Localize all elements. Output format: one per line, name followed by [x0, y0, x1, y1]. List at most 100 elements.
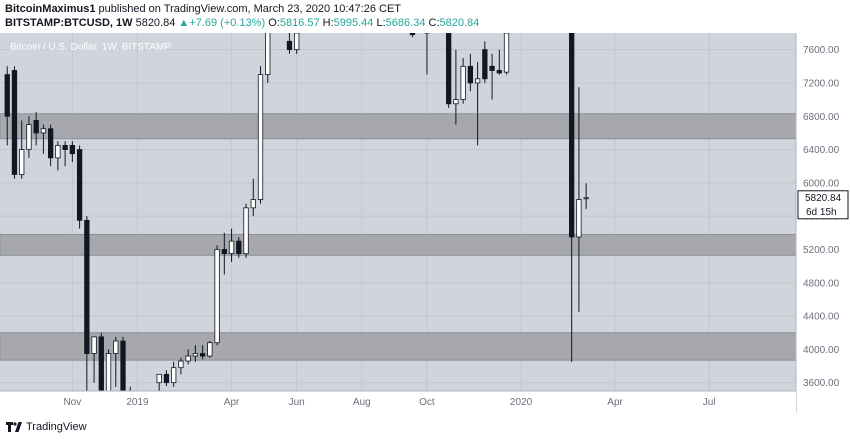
- price-tick-label: 6400.00: [803, 145, 840, 156]
- candle-body-down: [489, 65, 495, 71]
- candle: [489, 53, 495, 100]
- candle-body-up: [257, 74, 264, 200]
- tradingview-logo-icon: [6, 422, 22, 432]
- candle-body-up: [178, 360, 184, 369]
- candle-body-up: [207, 342, 213, 357]
- candle: [40, 124, 47, 154]
- time-axis-background: [0, 391, 796, 413]
- candle-body-down: [482, 49, 488, 80]
- candle-body-down: [286, 40, 293, 51]
- candle: [207, 341, 213, 358]
- candlestick-chart[interactable]: Bitcoin / U.S. Dollar, 1W, BITSTAMP 3600…: [0, 33, 850, 413]
- candle: [11, 66, 18, 179]
- candle: [113, 336, 119, 387]
- candle: [467, 53, 474, 92]
- candle-body-down: [62, 144, 68, 150]
- price-tick-label: 3600.00: [803, 378, 840, 389]
- published-text: published on TradingView.com, March 23, …: [98, 3, 402, 15]
- candle-body-up: [171, 367, 177, 384]
- price-change: +7.69 (+0.13%): [189, 17, 266, 29]
- publication-line: BitcoinMaximus1 published on TradingView…: [5, 3, 401, 15]
- candle: [91, 336, 97, 383]
- candle-body-down: [76, 149, 83, 221]
- author-name[interactable]: BitcoinMaximus1: [5, 3, 96, 15]
- candle-body-down: [69, 144, 76, 155]
- candle-body-down: [48, 128, 54, 159]
- current-price-marker: 5820.84 6d 15h: [797, 190, 849, 220]
- candle-body-up: [185, 355, 191, 362]
- price-tick-label: 5200.00: [803, 245, 840, 256]
- candle: [55, 141, 61, 171]
- candle-body-down: [236, 240, 242, 255]
- candle-body-down: [163, 373, 170, 384]
- candle: [48, 124, 54, 167]
- price-tick-label: 4000.00: [803, 345, 840, 356]
- candle-body-up: [192, 353, 199, 357]
- time-axis[interactable]: Nov 2019 Apr Jun Aug Oct 2020 Apr Jul: [63, 397, 715, 408]
- candle-body-up: [55, 144, 61, 159]
- time-tick-label: Apr: [607, 397, 623, 408]
- change-up-icon: ▲: [178, 17, 190, 29]
- candle: [503, 33, 510, 75]
- candle: [69, 141, 76, 163]
- candle: [250, 178, 256, 217]
- candle: [221, 232, 227, 275]
- candle-body-up: [91, 336, 97, 354]
- support-resistance-bands: [0, 113, 797, 361]
- candle: [474, 62, 481, 146]
- price-axis-background: [796, 33, 850, 413]
- candle-body-up: [228, 240, 235, 255]
- candle: [265, 33, 271, 83]
- candle-body-up: [156, 373, 162, 384]
- open-label: O:: [268, 17, 280, 29]
- candle-body-down: [409, 33, 416, 36]
- candle-body-down: [11, 70, 18, 175]
- candle: [294, 33, 300, 54]
- price-tick-label: 4800.00: [803, 278, 840, 289]
- candle-body-up: [453, 99, 459, 105]
- ohlc-line: BITSTAMP:BTCUSD, 1W 5820.84 ▲+7.69 (+0.1…: [5, 17, 479, 29]
- candle: [185, 349, 191, 365]
- candle-body-up: [503, 33, 510, 73]
- candle: [178, 357, 184, 375]
- candle-body-down: [446, 33, 452, 105]
- price-axis[interactable]: 3600.004000.004400.004800.005200.005600.…: [803, 45, 840, 389]
- candle: [4, 66, 10, 146]
- low-value: 5686.34: [385, 17, 426, 29]
- chart-title: Bitcoin / U.S. Dollar, 1W, BITSTAMP: [10, 42, 171, 53]
- candle: [33, 112, 39, 146]
- candle: [453, 49, 459, 125]
- candle: [76, 145, 83, 229]
- close-value: 5820.84: [439, 17, 480, 29]
- candle-body-up: [474, 78, 481, 84]
- candle: [62, 141, 68, 167]
- candle: [243, 203, 249, 258]
- time-tick-label: Aug: [353, 397, 371, 408]
- chart-footer: TradingView: [0, 413, 850, 441]
- candle-body-up: [265, 33, 271, 76]
- candle-body-up: [214, 249, 220, 344]
- high-value: 5995.44: [333, 17, 374, 29]
- candle: [257, 66, 264, 204]
- candle-body-up: [583, 197, 589, 200]
- last-price: 5820.84: [135, 17, 176, 29]
- candle-body-down: [120, 340, 126, 392]
- candle: [120, 336, 126, 393]
- symbol-label[interactable]: BITSTAMP:BTCUSD, 1W: [5, 17, 133, 29]
- time-tick-label: Jun: [289, 397, 305, 408]
- candle-body-down: [221, 249, 227, 255]
- price-zone-band: [0, 233, 797, 256]
- candle: [424, 33, 430, 75]
- candle: [163, 370, 170, 387]
- tradingview-brand[interactable]: TradingView: [26, 421, 87, 433]
- candle-body-down: [33, 120, 39, 134]
- candle: [236, 236, 242, 258]
- candle-body-down: [4, 74, 10, 117]
- candle: [569, 33, 575, 362]
- price-zone-band: [0, 113, 797, 140]
- candle-body-up: [26, 124, 32, 150]
- plot-background: [0, 33, 796, 391]
- candle: [171, 361, 177, 387]
- price-tick-label: 6800.00: [803, 112, 840, 123]
- candle-body-down: [569, 33, 575, 238]
